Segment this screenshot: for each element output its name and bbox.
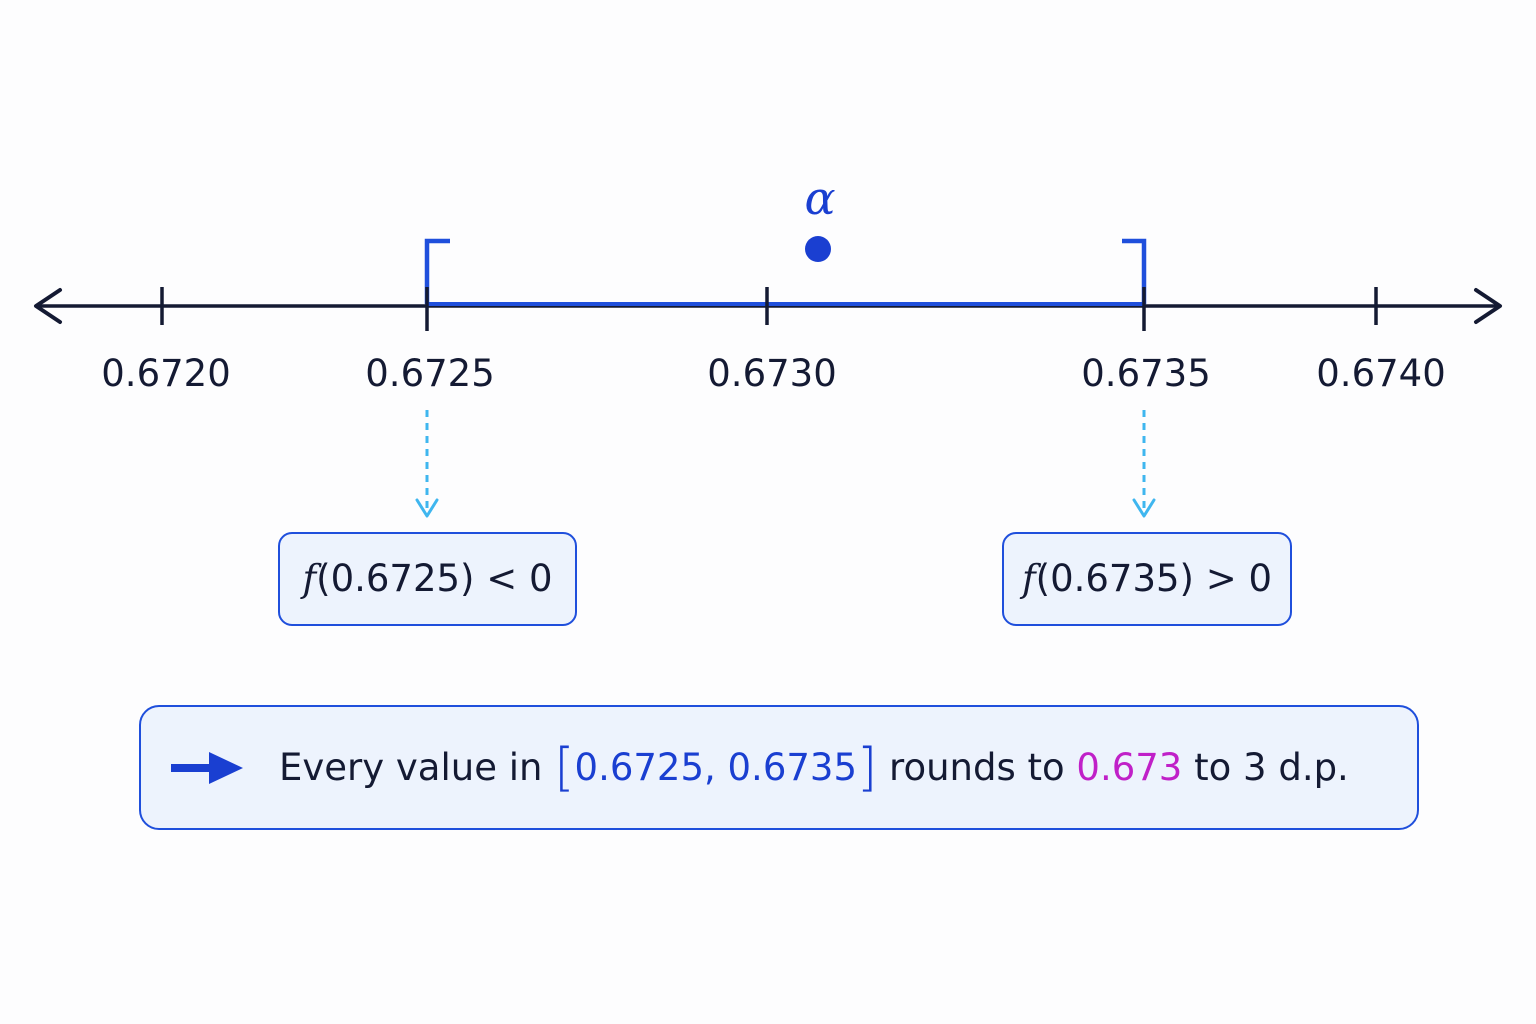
right-arrow-icon bbox=[171, 751, 243, 784]
conclusion-rounded-value: 0.673 bbox=[1076, 745, 1183, 789]
tick-label-2: 0.6730 bbox=[707, 352, 837, 395]
left-condition-box: f(0.6725) < 0 bbox=[278, 532, 577, 626]
tick-label-1: 0.6725 bbox=[365, 352, 495, 395]
conclusion-suffix: to 3 d.p. bbox=[1182, 745, 1349, 789]
left-condition-relation: < 0 bbox=[486, 557, 553, 600]
tick-label-0: 0.6720 bbox=[101, 352, 231, 395]
conclusion-text: Every value in [ 0.6725, 0.6735 ] rounds… bbox=[279, 737, 1349, 798]
axis-left-arrowhead-icon bbox=[34, 288, 62, 324]
root-label: α bbox=[804, 171, 836, 225]
conclusion-open-bracket: [ bbox=[554, 737, 575, 798]
right-condition-box: f(0.6735) > 0 bbox=[1002, 532, 1292, 626]
right-condition-argument: (0.6735) bbox=[1035, 557, 1194, 600]
right-condition-relation: > 0 bbox=[1205, 557, 1273, 600]
conclusion-close-bracket: ] bbox=[856, 737, 878, 798]
conclusion-interval: 0.6725, 0.6735 bbox=[574, 745, 857, 789]
conclusion-box: Every value in [ 0.6725, 0.6735 ] rounds… bbox=[139, 705, 1419, 830]
right-dashed-arrowhead-icon bbox=[1132, 498, 1156, 518]
left-dashed-arrowhead-icon bbox=[415, 498, 439, 518]
tick-label-4: 0.6740 bbox=[1316, 352, 1446, 395]
interval-left-bracket bbox=[424, 238, 450, 304]
root-point bbox=[805, 236, 831, 262]
axis-right-arrowhead-icon bbox=[1474, 288, 1502, 324]
interval-right-bracket bbox=[1122, 238, 1147, 304]
left-condition-function: f bbox=[302, 557, 317, 600]
left-condition-argument: (0.6725) bbox=[316, 557, 475, 600]
conclusion-prefix: Every value in bbox=[279, 745, 555, 789]
right-condition-function: f bbox=[1021, 557, 1036, 600]
tick-label-3: 0.6735 bbox=[1081, 352, 1211, 395]
conclusion-middle: rounds to bbox=[877, 745, 1077, 789]
